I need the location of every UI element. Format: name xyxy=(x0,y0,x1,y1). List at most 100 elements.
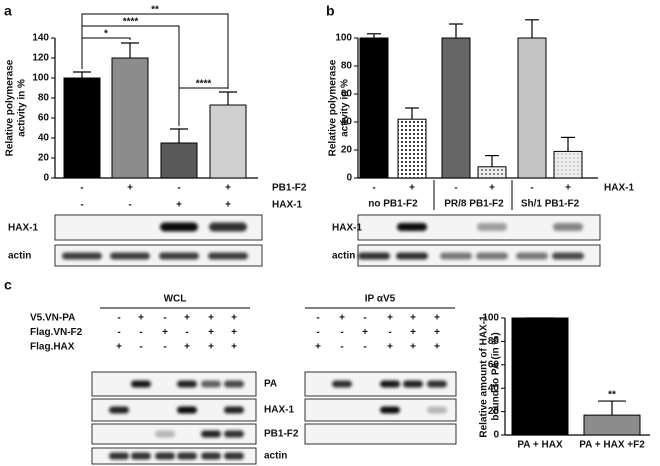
bar xyxy=(209,104,247,179)
x-tick-label: PA + HAX +F2 xyxy=(579,440,645,451)
y-tick-label: 100 xyxy=(32,73,49,84)
blot-band xyxy=(177,406,197,414)
condition-sign: + xyxy=(231,342,237,353)
y-tick-label: 100 xyxy=(335,33,352,44)
bar xyxy=(517,37,547,179)
y-axis-label: Relative polymerase xyxy=(328,59,339,156)
blot-band xyxy=(201,430,221,438)
bar xyxy=(441,37,471,179)
condition-sign: + xyxy=(315,342,321,353)
condition-sign: - xyxy=(80,183,83,194)
condition-label: HAX-1 xyxy=(272,200,302,211)
blot-band xyxy=(201,452,221,460)
blot-band xyxy=(131,380,151,388)
condition-sign: + xyxy=(387,313,393,324)
bar xyxy=(397,118,427,179)
condition-sign: + xyxy=(138,313,144,324)
condition-sign: + xyxy=(225,183,231,194)
bar xyxy=(111,57,149,179)
blot-band xyxy=(209,222,247,232)
blot-band xyxy=(208,252,248,260)
y-tick-label: 120 xyxy=(32,53,49,64)
y-tick-label: 0 xyxy=(43,173,49,184)
condition-sign: - xyxy=(388,327,391,338)
blot-band xyxy=(552,252,584,260)
condition-sign: + xyxy=(225,200,231,211)
blot-band xyxy=(440,252,472,260)
y-tick-label: 20 xyxy=(341,145,353,156)
y-tick-label: 100 xyxy=(482,313,499,324)
condition-label: Flag.HAX xyxy=(30,342,75,353)
condition-sign: + xyxy=(410,342,416,353)
condition-sign: - xyxy=(80,200,83,211)
condition-label: V5.VN-PA xyxy=(30,313,75,324)
condition-sign: + xyxy=(127,183,133,194)
blot-band xyxy=(201,380,221,388)
condition-sign: - xyxy=(316,327,319,338)
y-axis-label: Relative amount of HAX-1 xyxy=(479,315,490,438)
condition-sign: - xyxy=(530,183,533,194)
group-label: no PB1-F2 xyxy=(368,199,418,210)
condition-sign: - xyxy=(363,313,366,324)
y-tick-label: 60 xyxy=(341,89,353,100)
blot-band xyxy=(380,406,400,414)
y-tick-label: 40 xyxy=(38,133,50,144)
condition-sign: - xyxy=(163,342,166,353)
x-tick-label: PA + HAX xyxy=(517,440,563,451)
blot-header: IP αV5 xyxy=(365,294,396,305)
blot-band xyxy=(109,406,129,414)
blot-label: actin xyxy=(8,251,31,262)
blot-band xyxy=(403,380,423,388)
condition-sign: - xyxy=(340,327,343,338)
y-tick-label: 80 xyxy=(488,336,500,347)
significance-bracket xyxy=(178,87,229,126)
blot-band xyxy=(110,252,150,260)
significance-label: ** xyxy=(608,390,616,401)
blot-header: WCL xyxy=(164,294,187,305)
y-tick-label: 60 xyxy=(38,113,50,124)
blot-band xyxy=(332,380,352,388)
bar xyxy=(583,414,641,436)
condition-sign: + xyxy=(387,342,393,353)
significance-label: **** xyxy=(196,79,212,90)
significance-label: **** xyxy=(123,17,139,28)
bar xyxy=(63,77,101,179)
y-tick-label: 20 xyxy=(38,153,50,164)
blot-frame xyxy=(54,244,263,267)
group-label: PR/8 PB1-F2 xyxy=(444,199,504,210)
condition-sign: + xyxy=(409,183,415,194)
blot-band xyxy=(427,380,447,388)
y-tick-label: 0 xyxy=(346,173,352,184)
y-tick-label: 0 xyxy=(493,430,499,441)
blot-frame xyxy=(304,423,457,445)
blot-label: PB1-F2 xyxy=(264,429,299,440)
condition-label: PB1-F2 xyxy=(272,183,307,194)
blot-band xyxy=(109,452,129,460)
blot-band xyxy=(516,252,548,260)
condition-sign: - xyxy=(454,183,457,194)
blot-band xyxy=(131,452,151,460)
panel-label: c xyxy=(4,277,12,293)
blot-band xyxy=(224,430,244,438)
condition-sign: + xyxy=(339,313,345,324)
condition-sign: + xyxy=(184,342,190,353)
condition-sign: - xyxy=(139,327,142,338)
blot-band xyxy=(155,430,175,438)
condition-sign: + xyxy=(362,327,368,338)
blot-band xyxy=(477,223,507,231)
significance-label: ** xyxy=(151,5,159,16)
condition-sign: + xyxy=(231,313,237,324)
blot-band xyxy=(427,406,447,414)
blot-band xyxy=(224,380,244,388)
condition-sign: + xyxy=(231,327,237,338)
blot-band xyxy=(553,223,583,231)
condition-sign: + xyxy=(410,313,416,324)
blot-band xyxy=(224,406,244,414)
condition-sign: - xyxy=(340,342,343,353)
bar xyxy=(553,150,583,179)
bar xyxy=(511,317,569,436)
bar xyxy=(477,166,507,179)
condition-sign: - xyxy=(177,183,180,194)
